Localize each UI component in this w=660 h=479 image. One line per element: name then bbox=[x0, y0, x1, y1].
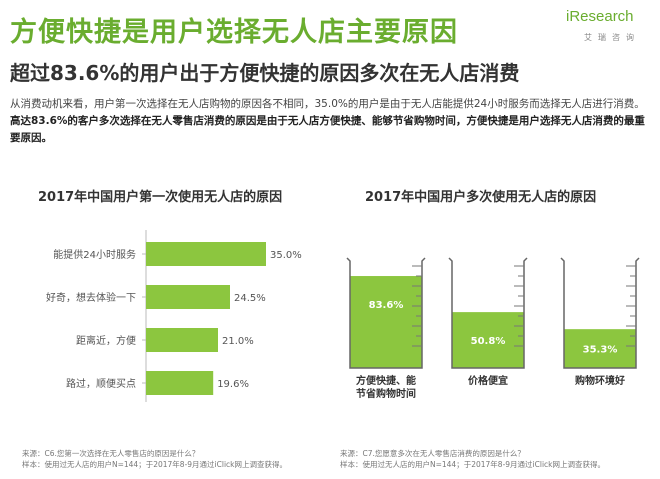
logo-subtext: 艾瑞咨询 bbox=[584, 33, 640, 42]
beaker-category-label: 价格便宜 bbox=[468, 374, 508, 387]
left-value-label: 19.6% bbox=[217, 379, 249, 390]
description-paragraph: 从消费动机来看，用户第一次选择在无人店购物的原因各不相同，35.0%的用户是由于… bbox=[10, 96, 650, 147]
beaker-fill bbox=[350, 276, 422, 368]
left-category-label: 能提供24小时服务 bbox=[53, 248, 136, 261]
beaker-outline bbox=[346, 257, 426, 369]
page-title: 方便快捷是用户选择无人店主要原因 bbox=[10, 17, 458, 48]
left-bar bbox=[146, 285, 230, 309]
left-bar bbox=[146, 242, 266, 266]
logo-wordmark: iResearch bbox=[566, 8, 634, 25]
beaker-fill bbox=[564, 329, 636, 368]
beaker-outline bbox=[560, 257, 640, 369]
description-bold: 高达83.6%的客户多次选择在无人零售店消费的原因是由于无人店方便快捷、能够节省… bbox=[10, 115, 645, 144]
right-chart-source: 来源：C7.您愿意多次在无人零售店消费的原因是什么？ 样本：使用过无人店的用户N… bbox=[340, 448, 605, 470]
beaker-category-label: 购物环境好 bbox=[575, 374, 625, 387]
page-subtitle: 超过83.6%的用户出于方便快捷的原因多次在无人店消费 bbox=[10, 61, 520, 85]
description-plain: 从消费动机来看，用户第一次选择在无人店购物的原因各不相同，35.0%的用户是由于… bbox=[10, 98, 645, 110]
left-source-line2: 样本：使用过无人店的用户N=144；于2017年8-9月通过iClick网上调查… bbox=[22, 460, 287, 469]
left-category-label: 距离近，方便 bbox=[76, 334, 136, 347]
beaker-outline bbox=[448, 257, 528, 369]
left-chart-title: 2017年中国用户第一次使用无人店的原因 bbox=[38, 190, 283, 205]
beaker-category-label: 节省购物时间 bbox=[356, 387, 416, 400]
left-category-label: 路过，顺便买点 bbox=[66, 377, 136, 390]
iresearch-logo: iResearch 艾瑞咨询 bbox=[566, 8, 652, 50]
right-chart-title: 2017年中国用户多次使用无人店的原因 bbox=[365, 190, 597, 205]
right-source-line2: 样本：使用过无人店的用户N=144；于2017年8-9月通过iClick网上调查… bbox=[340, 460, 605, 469]
left-category-label: 好奇，想去体验一下 bbox=[46, 291, 136, 304]
left-value-label: 21.0% bbox=[222, 336, 254, 347]
beaker-value-label: 50.8% bbox=[471, 336, 506, 347]
left-bar bbox=[146, 328, 218, 352]
left-bar bbox=[146, 371, 214, 395]
beaker-fill bbox=[452, 312, 524, 368]
left-source-line1: 来源：C6.您第一次选择在无人零售店的原因是什么？ bbox=[22, 449, 200, 458]
right-source-line1: 来源：C7.您愿意多次在无人零售店消费的原因是什么？ bbox=[340, 449, 525, 458]
left-value-label: 24.5% bbox=[234, 293, 266, 304]
beaker-category-label: 方便快捷、能 bbox=[356, 374, 416, 387]
left-value-label: 35.0% bbox=[270, 250, 302, 261]
beaker-value-label: 35.3% bbox=[583, 345, 618, 356]
first-use-reasons-bar-chart: 能提供24小时服务 35.0% 好奇，想去体验一下 24.5% 距离近，方便 21.0% 路… bbox=[46, 230, 302, 402]
left-chart-source: 来源：C6.您第一次选择在无人零售店的原因是什么？ 样本：使用过无人店的用户N=… bbox=[22, 448, 287, 470]
beaker-value-label: 83.6% bbox=[369, 300, 404, 311]
